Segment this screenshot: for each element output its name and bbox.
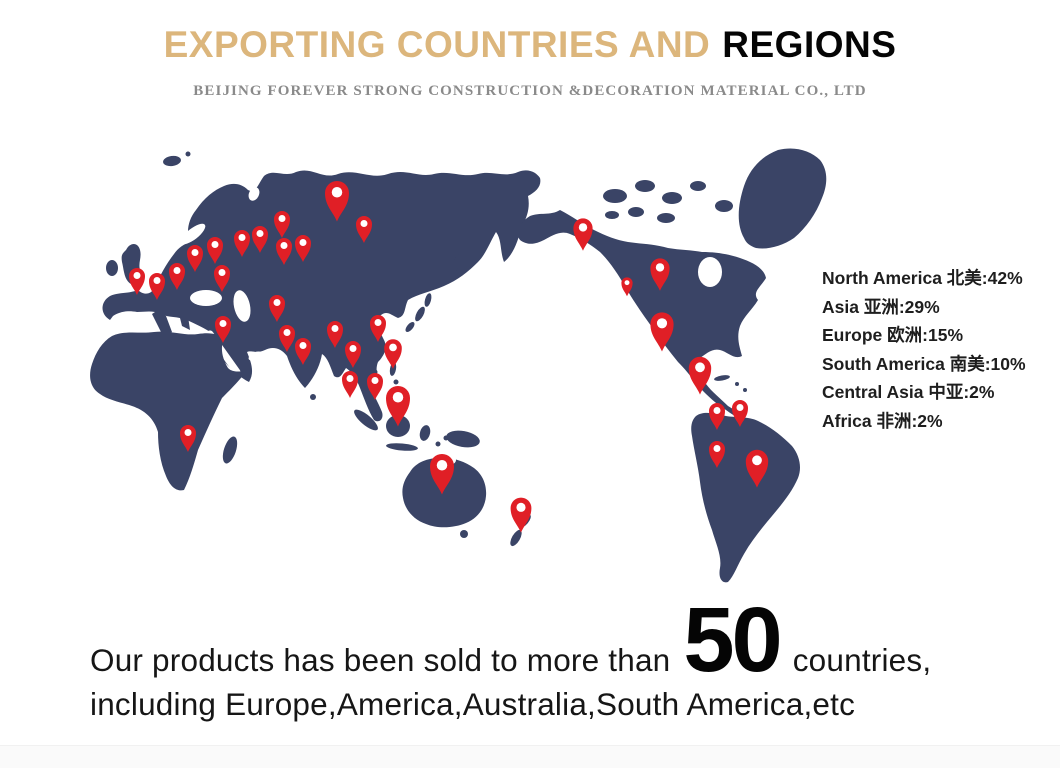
baltic-sea (180, 223, 206, 245)
stat-north-america: North America 北美:42% (822, 268, 1023, 288)
region-stats-list: North America 北美:42% Asia 亚洲:29% Europe … (822, 264, 1026, 436)
stat-africa: Africa 非洲:2% (822, 410, 943, 431)
island-cuba (714, 375, 730, 381)
island-sulawesi (419, 425, 431, 441)
map-pin (573, 218, 593, 251)
arctic-island (715, 200, 733, 212)
arctic-island (628, 207, 644, 217)
island-ireland (106, 260, 118, 276)
continent-africa (90, 331, 246, 491)
stat-europe: Europe 欧洲:15% (822, 325, 963, 346)
continent-south-america (691, 412, 800, 583)
country-count: 50 (683, 589, 782, 691)
map-pin (384, 339, 402, 369)
arctic-island (690, 181, 706, 191)
footer-outro-text: countries, (792, 642, 932, 678)
arctic-island (657, 213, 675, 223)
caribbean-island (735, 382, 739, 386)
gulf-of-mexico (705, 353, 727, 367)
map-pin (129, 268, 145, 295)
continent-australia (402, 457, 487, 528)
footer-line2: including Europe,America,Australia,South… (90, 686, 856, 722)
title-highlight: EXPORTING COUNTRIES AND (163, 24, 711, 65)
stat-central-asia: Central Asia 中亚:2% (822, 382, 995, 403)
italy (152, 310, 172, 338)
arctic-island (605, 211, 619, 219)
arctic-island (635, 180, 655, 192)
title-rest: REGIONS (722, 24, 897, 65)
philippines-south (393, 379, 399, 385)
map-pin (342, 371, 358, 398)
page-title: EXPORTING COUNTRIES AND REGIONS (0, 24, 1060, 66)
island-iceland (163, 155, 181, 167)
island-maluku (435, 441, 441, 447)
japan-north (424, 293, 432, 307)
footer-line1: Our products has been sold to more than … (90, 588, 931, 693)
white-sea (248, 187, 260, 201)
island-java (386, 443, 418, 451)
continent-eurasia (102, 170, 541, 422)
map-pin (510, 497, 532, 533)
black-sea (190, 290, 222, 306)
caspian-sea (233, 290, 251, 322)
japan-main (415, 306, 425, 322)
greenland (738, 148, 827, 249)
island-sakhalin (452, 254, 460, 274)
stat-asia: Asia 亚洲:29% (822, 296, 940, 317)
new-zealand-south (510, 529, 522, 547)
persian-gulf (248, 351, 262, 361)
arctic-island (662, 192, 682, 204)
bottom-strip (0, 745, 1060, 768)
caribbean-island (743, 388, 747, 392)
island-new-guinea (446, 430, 480, 448)
japan-south (405, 322, 415, 332)
continent-north-america (517, 210, 766, 418)
island-sumatra (354, 409, 378, 431)
hudson-bay (698, 257, 722, 287)
island-tasmania (460, 530, 468, 538)
arctic-island (603, 189, 627, 203)
company-name: BEIJING FOREVER STRONG CONSTRUCTION &DEC… (193, 83, 867, 99)
island-sri-lanka (310, 394, 316, 400)
island-svalbard (185, 151, 191, 157)
island-madagascar (222, 436, 238, 464)
stat-south-america: South America 南美:10% (822, 353, 1026, 374)
greece (180, 316, 190, 330)
footer-intro-text: Our products has been sold to more than (90, 642, 671, 678)
